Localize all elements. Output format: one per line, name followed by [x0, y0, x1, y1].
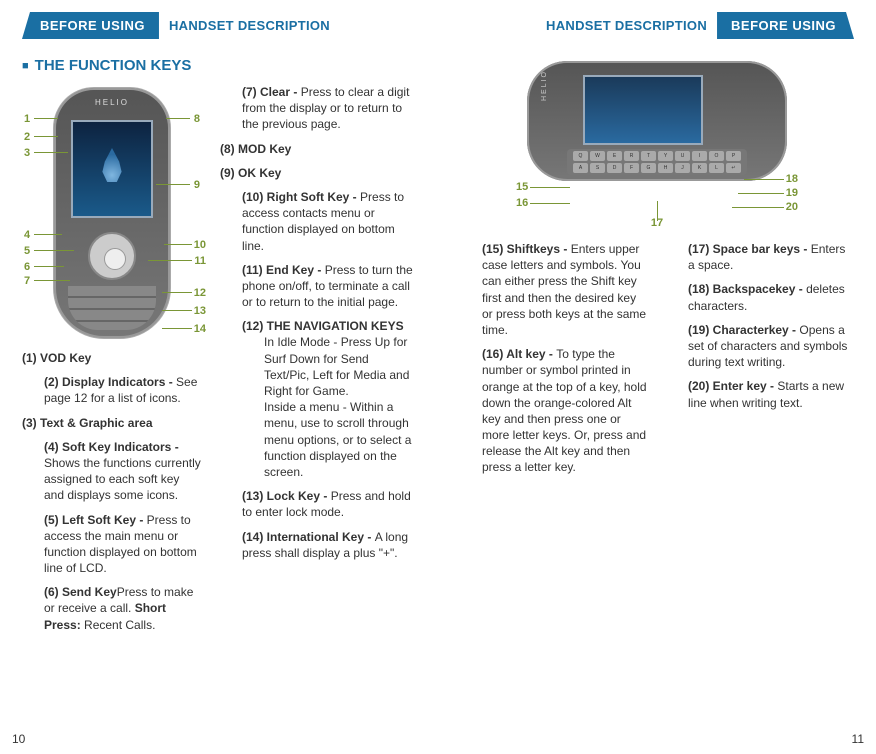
callout-13: 13	[194, 304, 206, 319]
subtitle: ■ THE FUNCTION KEYS	[22, 57, 416, 74]
page-right: HANDSET DESCRIPTION BEFORE USING HELIO Q…	[438, 0, 876, 754]
phone-h-brand: HELIO	[541, 70, 548, 101]
callout-14: 14	[194, 322, 206, 337]
list-item: (18) Backspacekey - deletes characters.	[688, 281, 854, 313]
callout-12: 12	[194, 286, 206, 301]
list-item: (16) Alt key - To type the number or sym…	[482, 346, 648, 476]
left-col1-list: (1) VOD Key (2) Display Indicators - See …	[22, 350, 202, 633]
page-number-left: 10	[12, 732, 25, 746]
callout-8: 8	[194, 112, 200, 127]
list-item: (17) Space bar keys - Enters a space.	[688, 241, 854, 273]
callout-2: 2	[24, 130, 30, 145]
list-item: (15) Shiftkeys - Enters upper case lette…	[482, 241, 648, 338]
section-label: HANDSET DESCRIPTION	[165, 12, 334, 39]
left-col2-list: (7) Clear - Press to clear a digit from …	[220, 84, 416, 561]
list-item: (10) Right Soft Key - Press to access co…	[242, 189, 416, 254]
list-item: (7) Clear - Press to clear a digit from …	[242, 84, 416, 133]
square-icon: ■	[22, 60, 29, 72]
list-item: (2) Display Indicators - See page 12 for…	[44, 374, 202, 406]
subtitle-text: THE FUNCTION KEYS	[35, 57, 192, 74]
list-item: (5) Left Soft Key - Press to access the …	[44, 512, 202, 577]
list-item: (11) End Key - Press to turn the phone o…	[242, 262, 416, 311]
callout-4: 4	[24, 228, 30, 243]
page-left: BEFORE USING HANDSET DESCRIPTION ■ THE FU…	[0, 0, 438, 754]
list-item: (12) THE NAVIGATION KEYSIn Idle Mode - P…	[242, 318, 416, 480]
callout-7: 7	[24, 274, 30, 289]
list-item: (13) Lock Key - Press and hold to enter …	[242, 488, 416, 520]
figure-col: HELIO 1 2 3 4 5 6 7	[22, 84, 202, 641]
list-item: (8) MOD Key	[242, 141, 416, 157]
tab-before-using-r: BEFORE USING	[717, 12, 854, 39]
callout-1: 1	[24, 112, 30, 127]
tab-before-using: BEFORE USING	[22, 12, 159, 39]
callout-19: 19	[786, 187, 798, 199]
callout-10: 10	[194, 238, 206, 253]
left-col2: (7) Clear - Press to clear a digit from …	[220, 84, 416, 641]
right-col2: (17) Space bar keys - Enters a space. (18…	[666, 241, 854, 484]
phone-vertical-figure: HELIO 1 2 3 4 5 6 7	[22, 88, 202, 338]
phone-brand: HELIO	[54, 98, 170, 109]
list-item: (1) VOD Key	[44, 350, 202, 366]
callout-9: 9	[194, 178, 200, 193]
list-item: (9) OK Key	[242, 165, 416, 181]
callout-6: 6	[24, 260, 30, 275]
list-item: (20) Enter key - Starts a new line when …	[688, 378, 854, 410]
list-item: (6) Send KeyPress to make or receive a c…	[44, 584, 202, 633]
dpad-icon	[88, 232, 136, 280]
keypad-icon	[68, 286, 156, 330]
list-item: (3) Text & Graphic area	[44, 415, 202, 431]
phone-horizontal-figure: HELIO QWERTYUIOP ASDFGHJKL↵ 15 16 18 19 …	[460, 61, 854, 231]
section-label-r: HANDSET DESCRIPTION	[542, 12, 711, 39]
callout-20: 20	[786, 201, 798, 213]
page-number-right: 11	[852, 732, 864, 746]
callout-5: 5	[24, 244, 30, 259]
right-columns: (15) Shiftkeys - Enters upper case lette…	[460, 241, 854, 484]
phone-horizontal: HELIO QWERTYUIOP ASDFGHJKL↵	[527, 61, 787, 181]
left-columns: HELIO 1 2 3 4 5 6 7	[22, 84, 416, 641]
list-item: (19) Characterkey - Opens a set of chara…	[688, 322, 854, 371]
callout-16: 16	[516, 197, 528, 209]
list-item: (4) Soft Key Indicators - Shows the func…	[44, 439, 202, 504]
spread: BEFORE USING HANDSET DESCRIPTION ■ THE FU…	[0, 0, 876, 754]
header-left: BEFORE USING HANDSET DESCRIPTION	[22, 12, 416, 39]
phone-h-screen	[583, 75, 703, 145]
callout-15: 15	[516, 181, 528, 193]
phone-keyboard: QWERTYUIOP ASDFGHJKL↵	[567, 149, 747, 175]
callout-18: 18	[786, 173, 798, 185]
right-col1: (15) Shiftkeys - Enters upper case lette…	[460, 241, 648, 484]
list-item: (14) International Key - A long press sh…	[242, 529, 416, 561]
phone-vertical: HELIO	[54, 88, 170, 338]
callout-11: 11	[194, 254, 206, 269]
header-right: HANDSET DESCRIPTION BEFORE USING	[460, 12, 854, 39]
callout-3: 3	[24, 146, 30, 161]
